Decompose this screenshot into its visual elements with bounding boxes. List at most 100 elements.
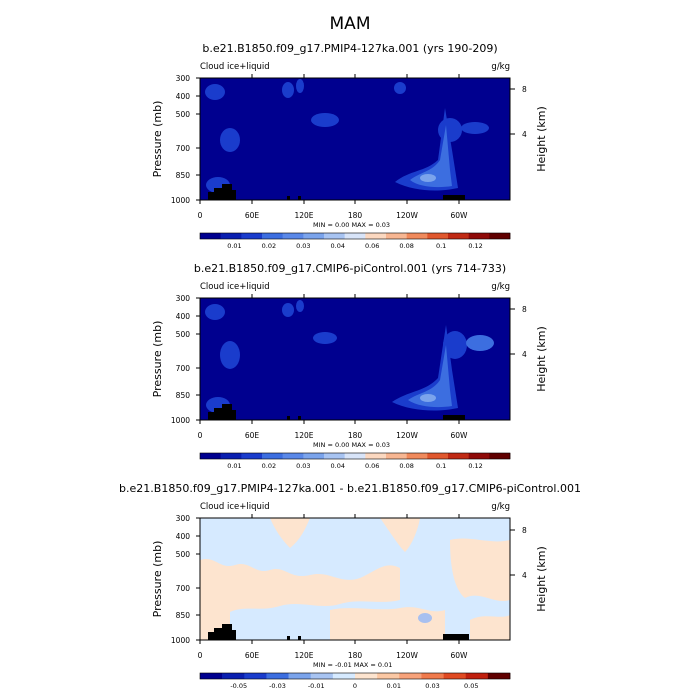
panel-3-positive-region <box>330 607 445 640</box>
colorbar-swatch <box>468 453 490 459</box>
panel-2-land <box>298 416 301 420</box>
colorbar-swatch <box>282 453 304 459</box>
colorbar-swatch <box>399 673 422 679</box>
panel-2-units-label: g/kg <box>491 282 510 292</box>
panel-1-xtick: 120E <box>294 211 313 220</box>
colorbar-label: -0.05 <box>230 682 247 690</box>
panel-1-ylabel: Pressure (mb) <box>151 101 164 178</box>
colorbar-label: 0.12 <box>468 242 482 250</box>
panel-2-colorbar: 0.01 0.02 0.03 0.04 0.06 0.08 0.1 0.12 <box>199 452 511 470</box>
panel-2-plot <box>199 297 511 421</box>
colorbar-label: 0.01 <box>387 682 401 690</box>
panel-3-land <box>298 636 301 640</box>
panel-3-colorbar: -0.05 -0.03 -0.01 0 0.01 0.03 0.05 <box>199 672 511 690</box>
panel-1-blob <box>311 113 339 127</box>
colorbar-label: 0.12 <box>468 462 482 470</box>
colorbar-swatch <box>406 453 428 459</box>
panel-1-minmax: MIN = 0.00 MAX = 0.03 <box>313 221 391 229</box>
panel-1-blob <box>296 79 304 93</box>
panel-3-minmax: MIN = -0.01 MAX = 0.01 <box>313 661 393 669</box>
panel-1-y2tick: 8 <box>522 85 527 94</box>
panel-1-ytick: 700 <box>176 144 191 153</box>
colorbar-swatch <box>200 673 223 679</box>
colorbar-swatch <box>427 233 449 239</box>
panel-3-xtick: 120E <box>294 651 313 660</box>
colorbar-swatch <box>421 673 444 679</box>
panel-3-xtick: 180 <box>348 651 363 660</box>
panel-1-blob <box>461 122 489 134</box>
panel-2-blob <box>282 303 294 317</box>
colorbar-label: -0.03 <box>269 682 286 690</box>
colorbar-swatch <box>365 453 387 459</box>
panel-1-ytick: 850 <box>176 171 191 180</box>
panel-1-units-label: g/kg <box>491 62 510 72</box>
panel-2-land <box>287 416 290 420</box>
panel-1-plot <box>199 77 511 201</box>
panel-2-xtick: 60W <box>451 431 469 440</box>
panel-3-ytick: 300 <box>176 514 191 523</box>
colorbar-swatch <box>282 233 304 239</box>
colorbar-swatch <box>365 233 387 239</box>
colorbar-swatch <box>489 233 511 239</box>
panel-1-xtick: 120W <box>396 211 418 220</box>
colorbar-label: 0.03 <box>425 682 439 690</box>
colorbar-swatch <box>288 673 312 679</box>
colorbar-label: 0.03 <box>296 242 310 250</box>
panel-3-units-label: g/kg <box>491 502 510 512</box>
panel-1-axes: 300 400 500 700 850 1000 Pressure (mb) 8… <box>151 74 548 220</box>
colorbar-label: 0.08 <box>399 462 413 470</box>
colorbar-swatch <box>489 453 511 459</box>
panel-3-negative-blob <box>418 613 432 623</box>
panel-1-field-background <box>200 78 510 200</box>
colorbar-swatch <box>262 233 283 239</box>
colorbar-swatch <box>310 673 334 679</box>
panel-2-xtick: 120W <box>396 431 418 440</box>
panel-3-axes: 300 400 500 700 850 1000 Pressure (mb) 8… <box>151 514 548 660</box>
panel-2-xtick: 0 <box>198 431 203 440</box>
panel-2-ytick: 700 <box>176 364 191 373</box>
colorbar-label: 0.1 <box>436 242 446 250</box>
colorbar-swatch <box>443 673 467 679</box>
colorbar-swatch <box>487 673 511 679</box>
panel-3-plot <box>199 517 511 641</box>
panel-2-xtick: 120E <box>294 431 313 440</box>
panel-2-blob <box>466 335 494 351</box>
panel-2-blob <box>420 394 436 402</box>
panel-1-colorbar: 0.01 0.02 0.03 0.04 0.06 0.08 0.1 0.12 <box>199 232 511 250</box>
colorbar-swatch <box>355 673 378 679</box>
panel-2-blob <box>296 300 304 312</box>
panel-2-ytick: 850 <box>176 391 191 400</box>
panel-1-land <box>298 196 301 200</box>
panel-2-xtick: 180 <box>348 431 363 440</box>
colorbar-swatch <box>377 673 400 679</box>
colorbar-label: 0.02 <box>262 242 276 250</box>
panel-2-title: b.e21.B1850.f09_g17.CMIP6-piControl.001 … <box>193 262 507 275</box>
panel-1-land <box>443 195 465 200</box>
panel-1-blob <box>394 82 406 94</box>
panel-1-ytick: 500 <box>176 110 191 119</box>
panel-1-land <box>208 184 236 200</box>
panel-2-axes: 300 400 500 700 850 1000 Pressure (mb) 8… <box>151 294 548 440</box>
panel-2-y2label: Height (km) <box>535 326 548 392</box>
colorbar-swatch <box>324 233 345 239</box>
panel-3-ytick: 500 <box>176 550 191 559</box>
panel-2-blob <box>220 341 240 369</box>
panel-3-y2label: Height (km) <box>535 546 548 612</box>
colorbar-swatch <box>324 453 345 459</box>
panel-3-title: b.e21.B1850.f09_g17.PMIP4-127ka.001 - b.… <box>119 482 581 495</box>
panel-3-positive-region <box>270 518 310 548</box>
colorbar-swatch <box>266 673 289 679</box>
panel-1-blob <box>420 174 436 182</box>
panel-1-xtick: 60W <box>451 211 469 220</box>
panel-2-blob <box>313 332 337 344</box>
colorbar-label: 0.06 <box>365 462 379 470</box>
panel-1-y2label: Height (km) <box>535 106 548 172</box>
colorbar-swatch <box>220 453 242 459</box>
panel-3-land <box>208 624 236 640</box>
colorbar-swatch <box>386 453 407 459</box>
colorbar-swatch <box>303 453 325 459</box>
panel-3-land <box>287 636 290 640</box>
panel-3-ytick: 400 <box>176 532 191 541</box>
panel-1-blob <box>205 84 225 100</box>
panel-1-blob <box>282 82 294 98</box>
